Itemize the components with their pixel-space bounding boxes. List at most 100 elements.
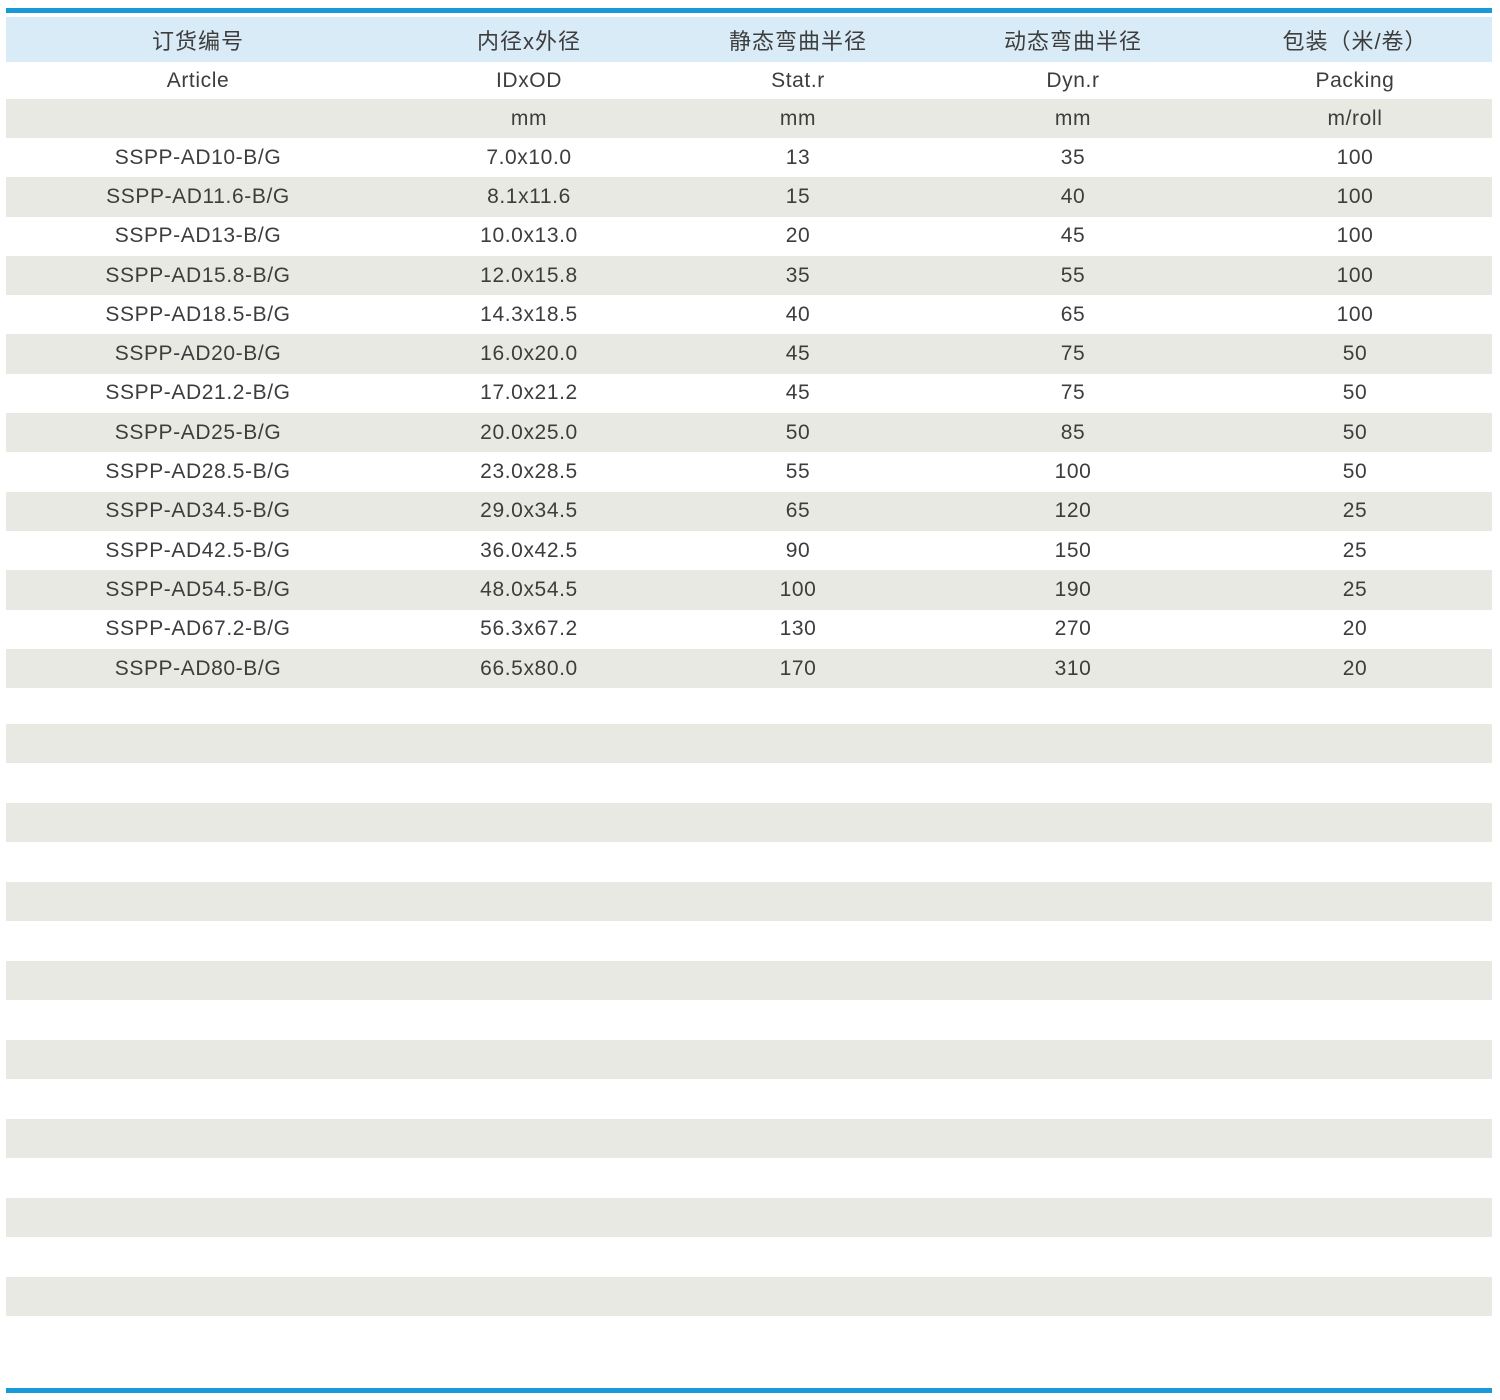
- unit-statr: mm: [779, 106, 817, 130]
- cell-stat-r: 20: [785, 224, 811, 248]
- cell-dyn-r: 270: [1054, 617, 1092, 641]
- cell-packing: 25: [1342, 499, 1368, 523]
- cell-article: SSPP-AD42.5-B/G: [105, 538, 291, 562]
- cell-packing: 100: [1336, 302, 1374, 326]
- empty-row-stripe: [6, 1277, 1492, 1316]
- cell-packing: 50: [1342, 460, 1368, 484]
- top-divider-rule: [6, 8, 1492, 13]
- col-header-idxod-en: IDxOD: [496, 68, 562, 92]
- header-row-units: mm mm mm m/roll: [6, 99, 1492, 138]
- cell-packing: 100: [1336, 224, 1374, 248]
- cell-dyn-r: 310: [1054, 656, 1092, 680]
- cell-idxod: 36.0x42.5: [480, 538, 578, 562]
- cell-stat-r: 45: [785, 381, 811, 405]
- cell-idxod: 66.5x80.0: [480, 656, 578, 680]
- col-header-packing-zh: 包装（米/卷）: [1282, 28, 1428, 54]
- cell-article: SSPP-AD21.2-B/G: [105, 381, 291, 405]
- col-header-statr-zh: 静态弯曲半径: [728, 28, 867, 54]
- table-header: 订货编号 内径x外径 静态弯曲半径 动态弯曲半径 包装（米/卷） Article…: [6, 17, 1492, 138]
- table-row: SSPP-AD42.5-B/G 36.0x42.5 90 150 25: [6, 530, 1492, 571]
- cell-dyn-r: 150: [1054, 538, 1092, 562]
- cell-idxod: 29.0x34.5: [480, 499, 578, 523]
- product-spec-table: 订货编号 内径x外径 静态弯曲半径 动态弯曲半径 包装（米/卷） Article…: [6, 17, 1492, 689]
- cell-idxod: 23.0x28.5: [480, 460, 578, 484]
- header-row-english: Article IDxOD Stat.r Dyn.r Packing: [6, 62, 1492, 99]
- table-row: SSPP-AD28.5-B/G 23.0x28.5 55 100 50: [6, 452, 1492, 492]
- cell-article: SSPP-AD20-B/G: [114, 342, 282, 366]
- table-row: SSPP-AD25-B/G 20.0x25.0 50 85 50: [6, 413, 1492, 453]
- cell-packing: 100: [1336, 145, 1374, 169]
- cell-stat-r: 130: [779, 617, 817, 641]
- cell-dyn-r: 35: [1060, 145, 1086, 169]
- cell-packing: 50: [1342, 381, 1368, 405]
- table-row: SSPP-AD13-B/G 10.0x13.0 20 45 100: [6, 216, 1492, 256]
- header-row-chinese: 订货编号 内径x外径 静态弯曲半径 动态弯曲半径 包装（米/卷）: [6, 17, 1492, 62]
- cell-dyn-r: 120: [1054, 499, 1092, 523]
- cell-stat-r: 40: [785, 302, 811, 326]
- empty-row-stripe: [6, 803, 1492, 842]
- cell-packing: 20: [1342, 656, 1368, 680]
- cell-idxod: 14.3x18.5: [480, 302, 578, 326]
- cell-stat-r: 65: [785, 499, 811, 523]
- cell-packing: 50: [1342, 420, 1368, 444]
- cell-dyn-r: 85: [1060, 420, 1086, 444]
- cell-stat-r: 45: [785, 342, 811, 366]
- cell-dyn-r: 75: [1060, 342, 1086, 366]
- cell-dyn-r: 65: [1060, 302, 1086, 326]
- cell-stat-r: 100: [779, 577, 817, 601]
- cell-stat-r: 35: [785, 263, 811, 287]
- table-body: SSPP-AD10-B/G 7.0x10.0 13 35 100 SSPP-AD11.6-…: [6, 138, 1492, 689]
- cell-article: SSPP-AD10-B/G: [114, 145, 282, 169]
- cell-packing: 100: [1336, 184, 1374, 208]
- cell-stat-r: 13: [785, 145, 811, 169]
- cell-article: SSPP-AD15.8-B/G: [105, 263, 291, 287]
- empty-row-stripe: [6, 882, 1492, 921]
- cell-article: SSPP-AD25-B/G: [114, 420, 282, 444]
- col-header-statr-en: Stat.r: [771, 68, 825, 92]
- bottom-divider-rule: [6, 1388, 1492, 1393]
- cell-article: SSPP-AD13-B/G: [114, 224, 282, 248]
- unit-dynr: mm: [1054, 106, 1092, 130]
- cell-packing: 25: [1342, 538, 1368, 562]
- cell-packing: 100: [1336, 263, 1374, 287]
- cell-dyn-r: 100: [1054, 460, 1092, 484]
- col-header-article-en: Article: [166, 68, 230, 92]
- empty-row-stripe: [6, 1119, 1492, 1158]
- cell-idxod: 16.0x20.0: [480, 342, 578, 366]
- cell-stat-r: 55: [785, 460, 811, 484]
- cell-dyn-r: 190: [1054, 577, 1092, 601]
- cell-dyn-r: 55: [1060, 263, 1086, 287]
- empty-row-stripe: [6, 1198, 1492, 1237]
- empty-row-stripe: [6, 1040, 1492, 1079]
- cell-stat-r: 170: [779, 656, 817, 680]
- cell-packing: 50: [1342, 342, 1368, 366]
- table-row: SSPP-AD34.5-B/G 29.0x34.5 65 120 25: [6, 491, 1492, 531]
- cell-dyn-r: 75: [1060, 381, 1086, 405]
- col-header-dynr-en: Dyn.r: [1046, 68, 1100, 92]
- table-row: SSPP-AD80-B/G 66.5x80.0 170 310 20: [6, 648, 1492, 689]
- cell-packing: 20: [1342, 617, 1368, 641]
- cell-stat-r: 15: [785, 184, 811, 208]
- cell-idxod: 8.1x11.6: [487, 184, 571, 208]
- cell-dyn-r: 45: [1060, 224, 1086, 248]
- unit-idxod: mm: [510, 106, 548, 130]
- table-row: SSPP-AD18.5-B/G 14.3x18.5 40 65 100: [6, 295, 1492, 335]
- cell-dyn-r: 40: [1060, 184, 1086, 208]
- table-row: SSPP-AD10-B/G 7.0x10.0 13 35 100: [6, 138, 1492, 178]
- cell-idxod: 12.0x15.8: [480, 263, 578, 287]
- table-row: SSPP-AD20-B/G 16.0x20.0 45 75 50: [6, 334, 1492, 374]
- cell-idxod: 48.0x54.5: [480, 577, 578, 601]
- cell-idxod: 17.0x21.2: [480, 381, 578, 405]
- table-row: SSPP-AD67.2-B/G 56.3x67.2 130 270 20: [6, 609, 1492, 649]
- cell-article: SSPP-AD28.5-B/G: [105, 460, 291, 484]
- empty-row-stripe: [6, 724, 1492, 763]
- table-row: SSPP-AD21.2-B/G 17.0x21.2 45 75 50: [6, 373, 1492, 414]
- cell-idxod: 20.0x25.0: [480, 420, 578, 444]
- cell-idxod: 7.0x10.0: [486, 145, 572, 169]
- cell-article: SSPP-AD67.2-B/G: [105, 617, 291, 641]
- cell-article: SSPP-AD80-B/G: [114, 656, 282, 680]
- col-header-dynr-zh: 动态弯曲半径: [1003, 28, 1142, 54]
- unit-packing: m/roll: [1327, 106, 1383, 130]
- cell-stat-r: 50: [785, 420, 811, 444]
